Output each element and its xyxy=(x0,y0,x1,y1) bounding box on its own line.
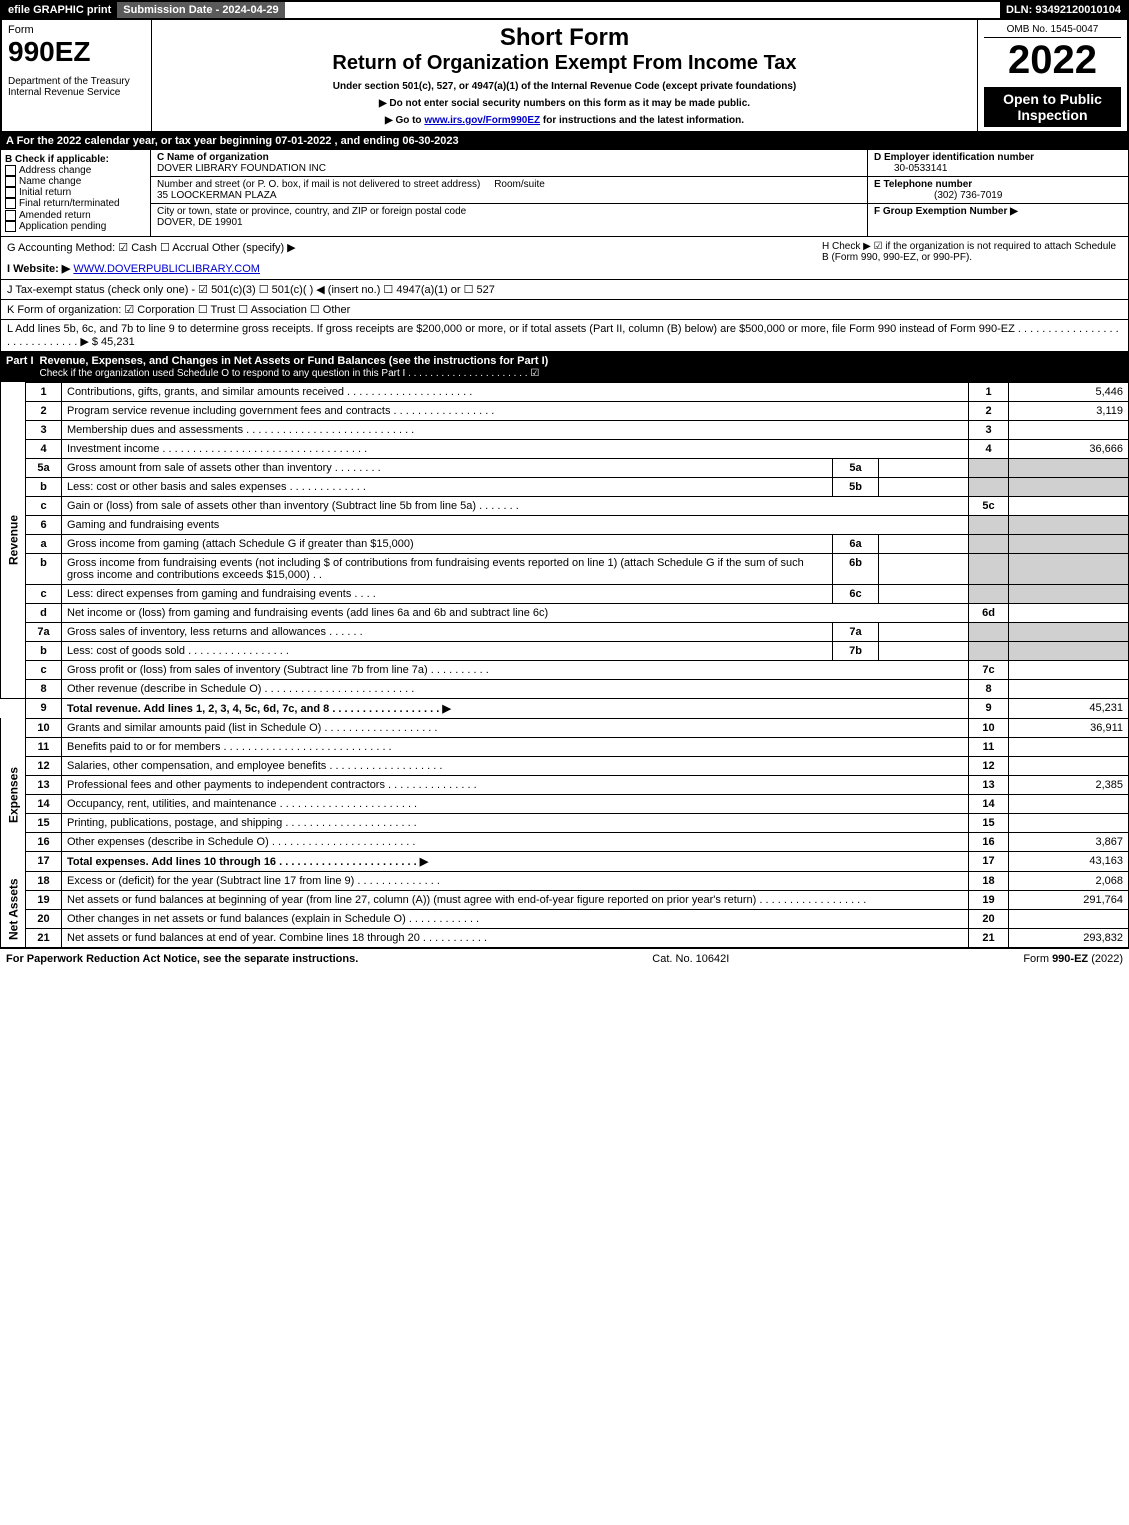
b-opt-1[interactable]: Name change xyxy=(5,176,146,187)
b-opt-2[interactable]: Initial return xyxy=(5,187,146,198)
line-9-val: 45,231 xyxy=(1009,698,1129,718)
irs-link[interactable]: www.irs.gov/Form990EZ xyxy=(424,115,540,126)
revenue-label: Revenue xyxy=(1,382,26,698)
form-header: Form 990EZ Department of the Treasury In… xyxy=(0,20,1129,133)
return-title: Return of Organization Exempt From Incom… xyxy=(158,52,971,75)
org-street: 35 LOOCKERMAN PLAZA xyxy=(157,190,276,201)
header-left: Form 990EZ Department of the Treasury In… xyxy=(2,20,152,131)
d-block: D Employer identification number 30-0533… xyxy=(868,150,1128,177)
line-21-val: 293,832 xyxy=(1009,928,1129,947)
ein: 30-0533141 xyxy=(874,163,947,174)
part1-header: Part I Revenue, Expenses, and Changes in… xyxy=(0,352,1129,382)
b-label: B Check if applicable: xyxy=(5,154,146,165)
line-2-val: 3,119 xyxy=(1009,401,1129,420)
e-block: E Telephone number (302) 736-7019 xyxy=(868,177,1128,204)
part1-title: Revenue, Expenses, and Changes in Net As… xyxy=(40,355,1123,379)
netassets-label: Net Assets xyxy=(1,871,26,947)
cat-no: Cat. No. 10642I xyxy=(652,953,729,965)
part1-label: Part I xyxy=(6,355,40,367)
page-footer: For Paperwork Reduction Act Notice, see … xyxy=(0,948,1129,969)
col-c: C Name of organization DOVER LIBRARY FOU… xyxy=(151,150,868,236)
g-accounting: G Accounting Method: ☑ Cash ☐ Accrual Ot… xyxy=(7,241,822,254)
org-name: DOVER LIBRARY FOUNDATION INC xyxy=(157,163,326,174)
top-bar: efile GRAPHIC print Submission Date - 20… xyxy=(0,0,1129,20)
gross-receipts-val: 45,231 xyxy=(101,336,135,348)
k-form-org: K Form of organization: ☑ Corporation ☐ … xyxy=(0,300,1129,320)
omb-number: OMB No. 1545-0047 xyxy=(984,24,1121,38)
line-1-val: 5,446 xyxy=(1009,382,1129,401)
line-4-val: 36,666 xyxy=(1009,439,1129,458)
h-check: H Check ▶ ☑ if the organization is not r… xyxy=(822,241,1122,275)
dln: DLN: 93492120010104 xyxy=(1000,2,1127,18)
l-gross-receipts: L Add lines 5b, 6c, and 7b to line 9 to … xyxy=(0,320,1129,352)
row-gh: G Accounting Method: ☑ Cash ☐ Accrual Ot… xyxy=(0,237,1129,280)
c-city: City or town, state or province, country… xyxy=(151,204,867,230)
b-opt-4[interactable]: Amended return xyxy=(5,210,146,221)
i-website: I Website: ▶ WWW.DOVERPUBLICLIBRARY.COM xyxy=(7,262,822,275)
short-form-title: Short Form xyxy=(158,24,971,52)
org-city: DOVER, DE 19901 xyxy=(157,217,243,228)
c-name: C Name of organization DOVER LIBRARY FOU… xyxy=(151,150,867,177)
open-public: Open to Public Inspection xyxy=(984,87,1121,127)
section-a: A For the 2022 calendar year, or tax yea… xyxy=(0,133,1129,149)
dept-label: Department of the Treasury Internal Reve… xyxy=(8,76,145,98)
col-b: B Check if applicable: Address change Na… xyxy=(1,150,151,236)
lines-table: Revenue 1 Contributions, gifts, grants, … xyxy=(0,382,1129,948)
do-not-enter: ▶ Do not enter social security numbers o… xyxy=(158,98,971,109)
line-10-val: 36,911 xyxy=(1009,718,1129,737)
b-opt-3[interactable]: Final return/terminated xyxy=(5,198,146,209)
phone: (302) 736-7019 xyxy=(874,190,1002,201)
b-opt-0[interactable]: Address change xyxy=(5,165,146,176)
c-street: Number and street (or P. O. box, if mail… xyxy=(151,177,867,204)
col-def: D Employer identification number 30-0533… xyxy=(868,150,1128,236)
efile-label: efile GRAPHIC print xyxy=(2,2,117,18)
f-block: F Group Exemption Number ▶ xyxy=(868,204,1128,219)
pra-notice: For Paperwork Reduction Act Notice, see … xyxy=(6,953,358,965)
tax-year: 2022 xyxy=(984,38,1121,83)
line-17-val: 43,163 xyxy=(1009,851,1129,871)
goto-link: ▶ Go to www.irs.gov/Form990EZ for instru… xyxy=(158,115,971,126)
header-mid: Short Form Return of Organization Exempt… xyxy=(152,20,977,131)
line-13-val: 2,385 xyxy=(1009,775,1129,794)
form-label: Form xyxy=(8,24,145,36)
website-link[interactable]: WWW.DOVERPUBLICLIBRARY.COM xyxy=(73,263,260,275)
j-tax-exempt: J Tax-exempt status (check only one) - ☑… xyxy=(0,280,1129,300)
under-section: Under section 501(c), 527, or 4947(a)(1)… xyxy=(158,81,971,92)
form-footer: Form 990-EZ (2022) xyxy=(1023,953,1123,965)
line-16-val: 3,867 xyxy=(1009,832,1129,851)
line-3-val xyxy=(1009,420,1129,439)
line-18-val: 2,068 xyxy=(1009,871,1129,890)
block-bcdef: B Check if applicable: Address change Na… xyxy=(0,149,1129,237)
line-19-val: 291,764 xyxy=(1009,890,1129,909)
submission-date: Submission Date - 2024-04-29 xyxy=(117,2,284,18)
header-right: OMB No. 1545-0047 2022 Open to Public In… xyxy=(977,20,1127,131)
b-opt-5[interactable]: Application pending xyxy=(5,221,146,232)
form-number: 990EZ xyxy=(8,36,145,68)
expenses-label: Expenses xyxy=(1,718,26,871)
